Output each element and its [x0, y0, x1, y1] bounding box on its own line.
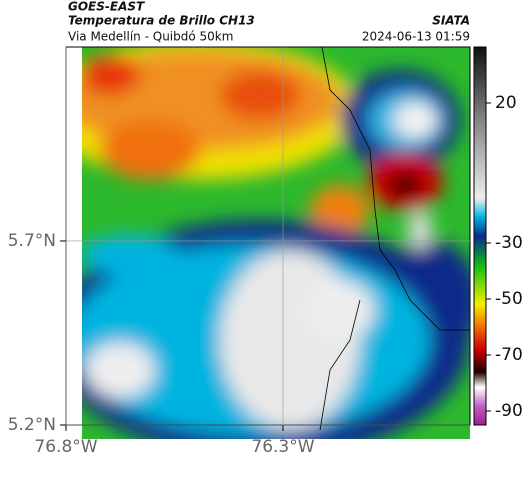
datetime: 2024-06-13 01:59: [362, 30, 470, 44]
colorbar-tick-label: 20: [495, 93, 517, 113]
colorbar-tick-label: -70: [495, 345, 523, 365]
title: Temperatura de Brillo CH13: [68, 14, 255, 28]
x-tick-label: 76.8°W: [34, 437, 97, 457]
colorbar-tick-label: -50: [495, 289, 523, 309]
source: SIATA: [432, 14, 470, 28]
x-tick-label: 76.3°W: [251, 437, 314, 457]
y-tick-label: 5.2°N: [8, 415, 56, 435]
y-tick-label: 5.7°N: [8, 231, 56, 251]
colorbar-tick-label: -30: [495, 233, 523, 253]
colorbar-tick-label: -90: [495, 401, 523, 421]
satellite: GOES-EAST: [68, 0, 145, 14]
colorbar: [473, 46, 487, 426]
subtitle: Via Medellín - Quibdó 50km: [68, 30, 233, 44]
satellite-image: [82, 47, 470, 439]
